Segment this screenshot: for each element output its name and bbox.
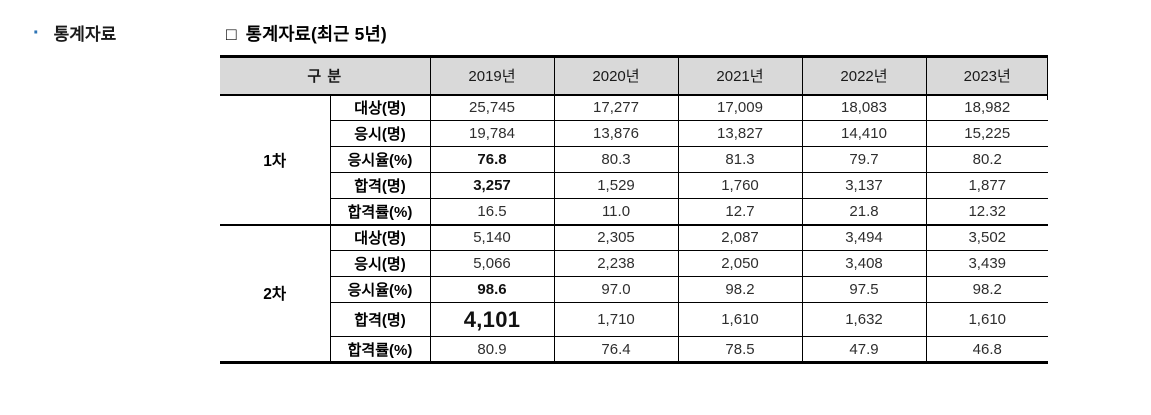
value-cell: 4,101 <box>429 302 555 337</box>
value-cell: 5,066 <box>429 250 555 277</box>
value-cell: 12.32 <box>925 198 1049 225</box>
value-cell: 17,277 <box>553 94 679 121</box>
page-title-text: 통계자료(최근 5년) <box>245 24 387 44</box>
sidebar-item-stats: · 통계자료 <box>33 20 116 45</box>
row-label: 합격률(%) <box>329 336 431 363</box>
value-cell: 2,050 <box>677 250 803 277</box>
year-header: 2021년 <box>677 55 803 96</box>
value-cell: 19,784 <box>429 120 555 147</box>
value-cell: 15,225 <box>925 120 1049 147</box>
value-cell: 97.5 <box>801 276 927 303</box>
year-header: 2020년 <box>553 55 679 96</box>
year-header: 2022년 <box>801 55 927 96</box>
value-cell: 76.4 <box>553 336 679 363</box>
value-cell: 1,610 <box>925 302 1049 337</box>
table-row: 응시(명) 5,066 2,238 2,050 3,408 3,439 <box>220 250 1049 277</box>
value-cell: 2,305 <box>553 223 679 251</box>
value-cell: 76.8 <box>429 146 555 173</box>
value-cell: 47.9 <box>801 336 927 363</box>
table-header-row: 구 분 2019년 2020년 2021년 2022년 2023년 <box>219 55 1049 96</box>
blue-dot-bullet-icon: · <box>33 21 40 44</box>
row-label: 합격률(%) <box>329 198 431 225</box>
value-cell: 13,876 <box>553 120 679 147</box>
value-cell: 3,439 <box>925 250 1049 277</box>
value-cell: 1,529 <box>553 172 679 199</box>
value-cell: 46.8 <box>925 336 1049 363</box>
stats-table-wrap: 구 분 2019년 2020년 2021년 2022년 2023년 1차 대상(명) 25,… <box>219 55 1049 364</box>
category-header: 구 분 <box>219 55 431 96</box>
value-cell: 81.3 <box>677 146 803 173</box>
value-cell: 1,877 <box>925 172 1049 199</box>
value-cell: 3,408 <box>801 250 927 277</box>
value-cell: 3,257 <box>429 172 555 199</box>
row-label: 합격(명) <box>329 302 431 337</box>
value-cell: 13,827 <box>677 120 803 147</box>
value-cell: 80.2 <box>925 146 1049 173</box>
value-cell: 98.2 <box>677 276 803 303</box>
sidebar-item-label: 통계자료 <box>53 25 117 44</box>
row-label: 대상(명) <box>329 223 431 251</box>
page-title: □ 통계자료(최근 5년) <box>226 21 1049 46</box>
value-cell: 21.8 <box>801 198 927 225</box>
table-row: 2차 대상(명) 5,140 2,305 2,087 3,494 3,502 <box>219 223 1049 363</box>
value-cell: 98.6 <box>429 276 555 303</box>
row-label: 응시율(%) <box>329 146 431 173</box>
row-label: 응시(명) <box>329 250 431 277</box>
year-header: 2023년 <box>925 55 1049 96</box>
stats-table: 구 분 2019년 2020년 2021년 2022년 2023년 1차 대상(명) 25,… <box>219 55 1049 364</box>
value-cell: 1,610 <box>677 302 803 337</box>
row-label: 응시(명) <box>329 120 431 147</box>
table-row: 1차 대상(명) 25,745 17,277 17,009 18,083 18,982 <box>219 94 1049 225</box>
table-row: 합격률(%) 80.9 76.4 78.5 47.9 46.8 <box>220 336 1049 363</box>
value-cell: 78.5 <box>677 336 803 363</box>
value-cell: 3,494 <box>801 223 927 251</box>
section-label: 2차 <box>219 223 331 363</box>
row-label: 대상(명) <box>329 94 431 121</box>
header-right-edge <box>1047 55 1048 100</box>
section-label: 1차 <box>219 94 331 225</box>
table-row: 합격(명) 3,257 1,529 1,760 3,137 1,877 <box>220 172 1049 199</box>
table-row: 응시율(%) 98.6 97.0 98.2 97.5 98.2 <box>220 276 1049 303</box>
value-cell: 2,087 <box>677 223 803 251</box>
value-cell: 17,009 <box>677 94 803 121</box>
value-cell: 79.7 <box>801 146 927 173</box>
value-cell: 12.7 <box>677 198 803 225</box>
value-cell: 1,760 <box>677 172 803 199</box>
value-cell: 1,632 <box>801 302 927 337</box>
value-cell: 18,083 <box>801 94 927 121</box>
value-cell: 16.5 <box>429 198 555 225</box>
value-cell: 80.3 <box>553 146 679 173</box>
value-cell: 98.2 <box>925 276 1049 303</box>
value-cell: 11.0 <box>553 198 679 225</box>
value-cell: 2,238 <box>553 250 679 277</box>
value-cell: 3,502 <box>925 223 1049 251</box>
value-cell: 80.9 <box>429 336 555 363</box>
value-cell: 5,140 <box>429 223 555 251</box>
year-header: 2019년 <box>429 55 555 96</box>
value-cell: 3,137 <box>801 172 927 199</box>
value-cell: 97.0 <box>553 276 679 303</box>
value-cell: 25,745 <box>429 94 555 121</box>
table-row: 합격(명) 4,101 1,710 1,610 1,632 1,610 <box>220 302 1049 337</box>
table-row: 응시율(%) 76.8 80.3 81.3 79.7 80.2 <box>220 146 1049 173</box>
value-cell: 14,410 <box>801 120 927 147</box>
row-label: 응시율(%) <box>329 276 431 303</box>
square-bullet-icon: □ <box>226 24 237 44</box>
table-row: 합격률(%) 16.5 11.0 12.7 21.8 12.32 <box>220 198 1049 225</box>
table-row: 응시(명) 19,784 13,876 13,827 14,410 15,225 <box>220 120 1049 147</box>
value-cell: 1,710 <box>553 302 679 337</box>
main-content: □ 통계자료(최근 5년) 구 분 2019년 2020년 2021년 2022년 202… <box>219 21 1049 364</box>
row-label: 합격(명) <box>329 172 431 199</box>
value-cell: 18,982 <box>925 94 1049 121</box>
